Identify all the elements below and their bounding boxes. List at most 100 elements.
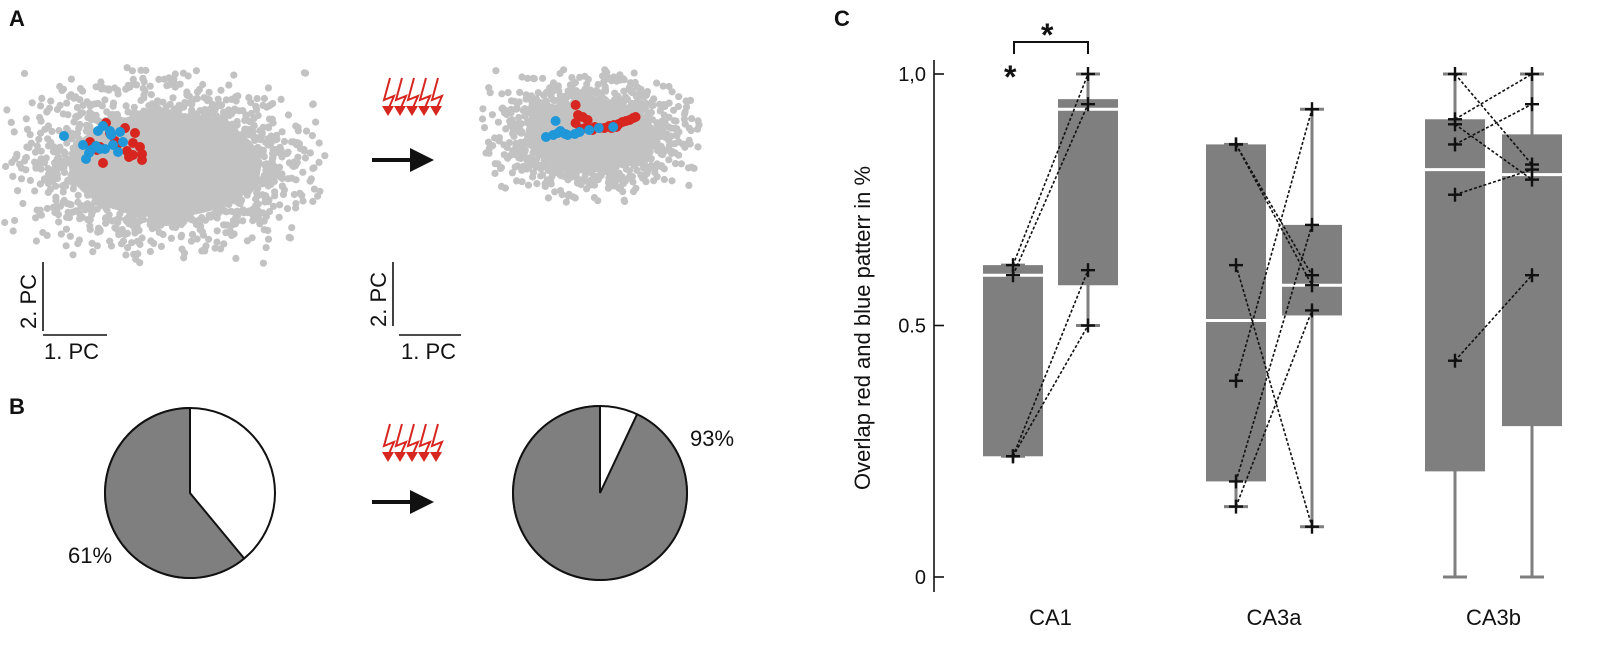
cloud-point <box>45 104 54 112</box>
cloud-point <box>168 222 176 230</box>
cloud-point <box>259 259 267 267</box>
cloud-point <box>307 175 315 183</box>
cloud-point <box>495 137 503 145</box>
cloud-point <box>562 198 570 206</box>
cloud-point <box>306 149 314 157</box>
cloud-point <box>560 66 568 74</box>
pie-chart-before <box>104 406 276 579</box>
cloud-point <box>54 211 63 219</box>
cloud-point <box>116 210 124 218</box>
cloud-point <box>38 94 46 102</box>
scatter-before <box>1 64 329 267</box>
cloud-point <box>22 166 30 174</box>
cloud-point <box>56 143 64 151</box>
cloud-point <box>113 110 121 119</box>
cloud-point <box>106 237 114 245</box>
x-category-labels: CA1 CA3a CA3b <box>1029 605 1521 630</box>
cloud-point <box>494 118 502 126</box>
cloud-point <box>98 102 106 110</box>
cloud-point <box>508 116 516 124</box>
cloud-point <box>661 118 669 126</box>
cloud-point <box>37 102 45 110</box>
cloud-point <box>511 163 519 171</box>
cloud-point <box>215 100 223 108</box>
cloud-point <box>271 188 279 196</box>
cloud-point <box>185 214 193 222</box>
cloud-point <box>207 213 215 221</box>
pie-slice-overlap <box>512 404 688 581</box>
red-pattern-point <box>122 146 132 156</box>
cloud-point <box>105 86 113 94</box>
cloud-point <box>129 80 137 88</box>
cloud-point <box>659 82 667 90</box>
cloud-point <box>140 78 148 86</box>
cloud-point <box>310 164 318 172</box>
cloud-point <box>675 93 683 101</box>
red-pattern-point <box>130 128 140 138</box>
cloud-point <box>248 205 257 214</box>
cloud-point <box>111 84 119 92</box>
blue-pattern-point <box>593 123 604 133</box>
cloud-point <box>515 113 523 122</box>
cloud-point <box>685 124 693 132</box>
cloud-point <box>124 108 132 116</box>
cloud-point <box>504 89 512 97</box>
cloud-point <box>523 165 531 173</box>
cloud-point <box>204 95 213 104</box>
right-arrow-icon <box>372 490 434 514</box>
cloud-point <box>491 169 499 177</box>
cloud-point <box>89 248 97 256</box>
cloud-point <box>581 72 589 80</box>
cloud-point <box>124 214 132 222</box>
cloud-point <box>98 83 106 91</box>
cloud-point <box>179 69 187 77</box>
cloud-point <box>524 74 532 82</box>
cloud-point <box>230 71 238 79</box>
cloud-point <box>560 172 569 181</box>
cloud-point <box>269 119 277 127</box>
cloud-point <box>130 103 138 111</box>
cloud-point <box>155 75 163 83</box>
cloud-point <box>44 122 53 130</box>
cloud-point <box>550 96 558 104</box>
cloud-point <box>171 105 179 113</box>
cloud-point <box>239 217 247 225</box>
paired-line <box>1235 108 1313 382</box>
cloud-point <box>31 148 40 156</box>
cloud-point <box>247 109 255 118</box>
cloud-point <box>134 250 142 258</box>
cloud-point <box>650 95 658 103</box>
cloud-point <box>122 251 130 259</box>
red-pattern-point <box>98 158 108 168</box>
cloud-point <box>611 89 619 97</box>
cloud-point <box>68 129 76 137</box>
paired-line <box>1235 144 1313 286</box>
cloud-point <box>28 99 36 107</box>
cloud-point <box>568 86 577 94</box>
cloud-point <box>195 85 203 94</box>
cloud-point <box>37 147 45 155</box>
paired-line <box>1235 310 1313 507</box>
x-category-label: CA1 <box>1029 605 1072 630</box>
cloud-point <box>628 173 637 181</box>
cloud-point <box>259 101 267 109</box>
cloud-point <box>665 156 673 164</box>
cloud-point <box>275 170 283 178</box>
cloud-point <box>298 191 306 199</box>
cloud-point <box>264 123 273 131</box>
paired-line <box>1454 274 1533 362</box>
cloud-point <box>675 138 683 146</box>
cloud-point <box>308 132 316 140</box>
cloud-point <box>7 118 15 126</box>
boxes <box>983 72 1562 579</box>
cloud-point <box>269 150 278 158</box>
cloud-point <box>284 111 293 119</box>
blue-pattern-point <box>113 147 123 157</box>
cloud-point <box>95 224 103 232</box>
cloud-point <box>247 98 255 107</box>
y-tick-label: 0.5 <box>898 316 926 338</box>
panel-label-c: C <box>834 6 850 31</box>
cloud-point <box>665 99 673 107</box>
cloud-point <box>478 115 487 123</box>
cloud-point <box>555 87 563 95</box>
